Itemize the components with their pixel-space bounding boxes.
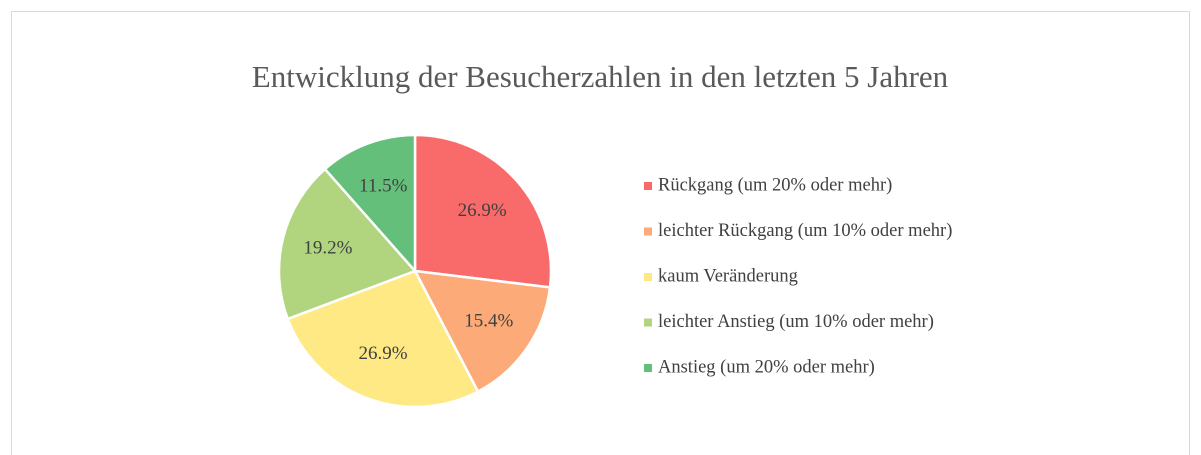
pie-slice: [412, 269, 552, 394]
pie-slice: [413, 133, 553, 289]
pie-slice: [286, 269, 480, 409]
pie-slice: [277, 167, 418, 321]
legend-swatch: [644, 182, 652, 190]
data-label: 15.4%: [464, 310, 513, 331]
legend-swatch: [644, 273, 652, 281]
legend-swatch: [644, 227, 652, 236]
chart-frame: [11, 11, 1190, 455]
legend-swatch: [644, 318, 652, 327]
data-label: 26.9%: [458, 200, 507, 221]
data-label: 26.9%: [358, 343, 407, 364]
data-label: 19.2%: [303, 238, 352, 259]
pie-slice: [323, 133, 417, 275]
legend-label: Rückgang (um 20% oder mehr): [658, 175, 892, 195]
legend-label: leichter Rückgang (um 10% oder mehr): [658, 221, 952, 241]
legend-label: leichter Anstieg (um 10% oder mehr): [658, 312, 934, 332]
chart-title: Entwicklung der Besucherzahlen in den le…: [252, 59, 949, 94]
legend-label: Anstieg (um 20% oder mehr): [658, 357, 875, 377]
legend-swatch: [644, 364, 652, 372]
data-label: 11.5%: [359, 175, 408, 196]
legend-label: kaum Veränderung: [658, 266, 798, 286]
